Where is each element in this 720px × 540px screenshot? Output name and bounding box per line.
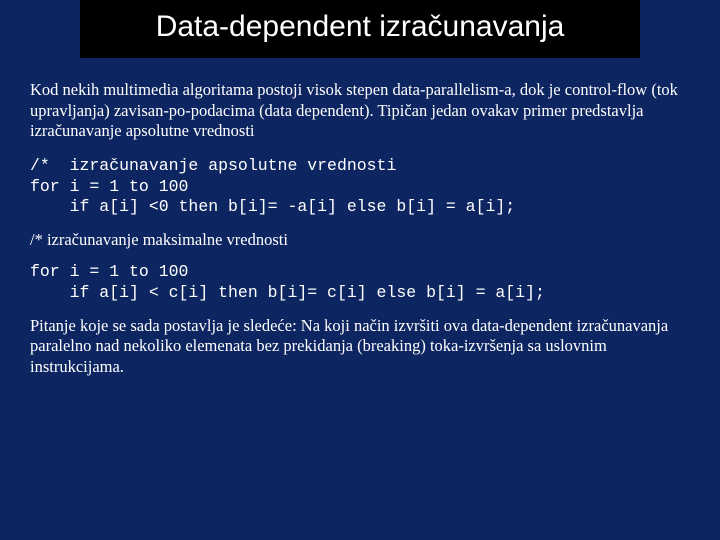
section-label-max: /* izračunavanje maksimalne vrednosti: [30, 230, 690, 251]
slide-title: Data-dependent izračunavanja: [100, 10, 620, 44]
title-box: Data-dependent izračunavanja: [80, 0, 640, 58]
code-block-abs: /* izračunavanje apsolutne vrednosti for…: [30, 156, 690, 218]
slide-content: Kod nekih multimedia algoritama postoji …: [30, 80, 690, 378]
paragraph-question: Pitanje koje se sada postavlja je sledeć…: [30, 316, 690, 378]
slide: Data-dependent izračunavanja Kod nekih m…: [0, 0, 720, 540]
paragraph-intro: Kod nekih multimedia algoritama postoji …: [30, 80, 690, 142]
code-block-max: for i = 1 to 100 if a[i] < c[i] then b[i…: [30, 262, 690, 303]
